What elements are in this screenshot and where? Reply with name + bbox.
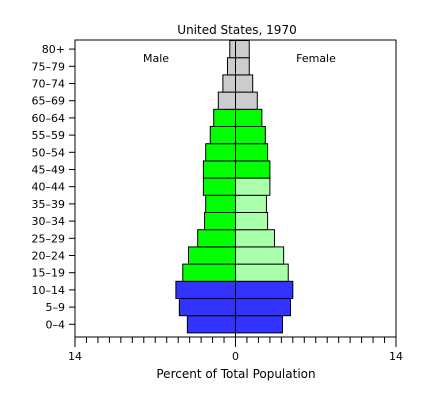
bar-male-5 (197, 229, 237, 248)
bar-female-2 (235, 280, 294, 299)
y-tick-label-16: 80+ (42, 43, 65, 56)
y-tick-label-6: 30–34 (32, 215, 66, 228)
x-tick-label-2: 14 (389, 350, 403, 363)
x-axis-label: Percent of Total Population (156, 367, 315, 381)
bar-male-12 (213, 108, 236, 128)
bar-female-6 (235, 212, 269, 231)
y-axis: 0–4 5–9 10–14 15–19 20–24 25–29 30–34 35–39 40–4… (32, 43, 75, 331)
y-tick-label-14: 70–74 (32, 78, 66, 91)
male-label: Male (143, 52, 169, 65)
y-tick-label-9: 45–49 (32, 164, 66, 177)
x-tick-label-1: 0 (232, 350, 239, 363)
y-tick-label-7: 35–39 (32, 198, 66, 211)
bar-male-11 (209, 126, 236, 145)
bar-male-0 (186, 315, 237, 334)
y-tick-label-2: 10–14 (32, 284, 66, 297)
bar-female-7 (235, 194, 267, 214)
bar-male-1 (178, 298, 236, 317)
bar-male-10 (205, 143, 236, 162)
bar-male-16 (229, 40, 236, 59)
bar-female-15 (235, 57, 250, 76)
female-bars (235, 40, 294, 334)
chart-title: United States, 1970 (177, 23, 296, 37)
x-axis: 14 0 14 (68, 337, 403, 363)
bar-female-16 (235, 40, 250, 59)
bar-female-3 (235, 263, 289, 282)
y-tick-label-1: 5–9 (46, 301, 66, 314)
female-label: Female (296, 52, 336, 65)
bar-female-5 (235, 229, 275, 248)
bar-male-13 (217, 91, 237, 110)
bar-female-12 (235, 108, 263, 128)
bar-female-8 (235, 177, 271, 196)
y-tick-label-13: 65–69 (32, 95, 66, 108)
bar-male-2 (175, 280, 236, 299)
bar-male-9 (202, 160, 236, 179)
y-tick-label-5: 25–29 (32, 232, 66, 245)
bar-female-1 (235, 298, 292, 317)
bar-male-6 (204, 212, 237, 231)
y-tick-label-4: 20–24 (32, 250, 66, 263)
bar-male-15 (226, 57, 237, 76)
bar-female-11 (235, 126, 266, 145)
y-tick-label-10: 50–54 (32, 146, 66, 159)
y-tick-label-11: 55–59 (32, 129, 66, 142)
y-tick-label-8: 40–44 (32, 181, 66, 194)
y-tick-label-15: 75–79 (32, 60, 66, 73)
x-tick-label-0: 14 (68, 350, 82, 363)
bar-female-14 (235, 74, 254, 93)
bar-female-9 (235, 160, 271, 179)
y-tick-label-3: 15–19 (32, 267, 66, 280)
y-tick-label-0: 0–4 (46, 318, 66, 331)
bar-male-14 (222, 74, 236, 93)
bar-male-4 (187, 246, 236, 265)
bar-female-13 (235, 91, 258, 110)
bar-male-8 (202, 177, 236, 196)
bar-male-7 (205, 194, 236, 214)
bar-female-10 (235, 143, 269, 162)
bar-male-3 (182, 263, 236, 282)
bar-female-0 (235, 315, 284, 334)
male-bars (175, 40, 237, 334)
bar-female-4 (235, 246, 285, 265)
y-tick-label-12: 60–64 (32, 112, 66, 125)
